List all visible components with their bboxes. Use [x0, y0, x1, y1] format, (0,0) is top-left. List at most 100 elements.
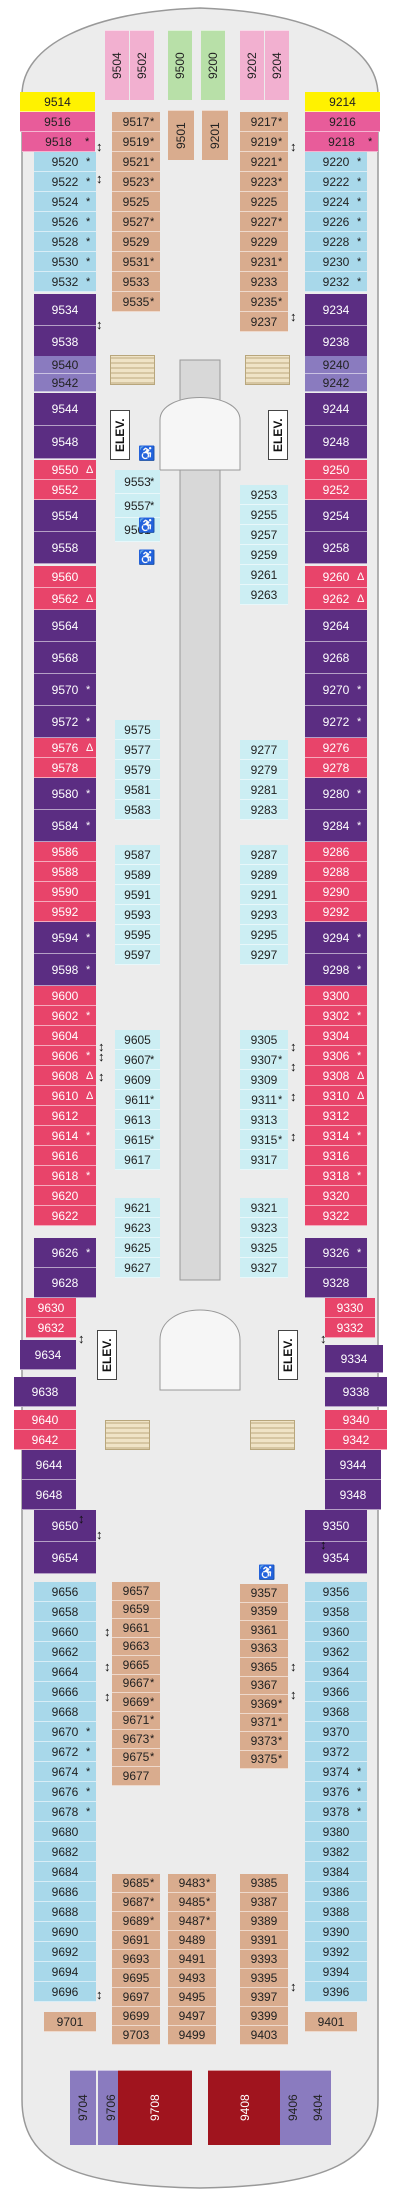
- cabin-9586[interactable]: 9586: [34, 842, 96, 862]
- cabin-9558[interactable]: 9558: [34, 532, 96, 564]
- cabin-9408[interactable]: 9408: [208, 2070, 282, 2145]
- cabin-9483[interactable]: 9483: [168, 1874, 216, 1893]
- cabin-9360[interactable]: 9360: [305, 1622, 367, 1642]
- cabin-9684[interactable]: 9684: [34, 1862, 96, 1882]
- cabin-9501[interactable]: 9501: [168, 110, 194, 160]
- cabin-9362[interactable]: 9362: [305, 1642, 367, 1662]
- cabin-9597[interactable]: 9597: [115, 945, 160, 965]
- cabin-9583[interactable]: 9583: [115, 800, 160, 820]
- cabin-9316[interactable]: 9316: [305, 1146, 367, 1166]
- cabin-9396[interactable]: 9396: [305, 1982, 367, 2002]
- cabin-9395[interactable]: 9395: [240, 1969, 288, 1988]
- cabin-9688[interactable]: 9688: [34, 1902, 96, 1922]
- cabin-9611[interactable]: 9611: [115, 1090, 160, 1110]
- cabin-9663[interactable]: 9663: [112, 1637, 160, 1656]
- cabin-9522[interactable]: 9522: [34, 172, 96, 192]
- cabin-9588[interactable]: 9588: [34, 862, 96, 882]
- cabin-9538[interactable]: 9538: [34, 326, 96, 358]
- cabin-9248[interactable]: 9248: [305, 426, 367, 459]
- cabin-9365[interactable]: 9365: [240, 1658, 288, 1677]
- cabin-9627[interactable]: 9627: [115, 1258, 160, 1278]
- cabin-9493[interactable]: 9493: [168, 1969, 216, 1988]
- cabin-9524[interactable]: 9524: [34, 192, 96, 212]
- cabin-9554[interactable]: 9554: [34, 500, 96, 532]
- cabin-9517[interactable]: 9517: [112, 112, 160, 132]
- cabin-9613[interactable]: 9613: [115, 1110, 160, 1130]
- cabin-9242[interactable]: 9242: [305, 374, 367, 392]
- cabin-9367[interactable]: 9367: [240, 1676, 288, 1695]
- cabin-9318[interactable]: 9318: [305, 1166, 367, 1186]
- cabin-9665[interactable]: 9665: [112, 1656, 160, 1675]
- cabin-9621[interactable]: 9621: [115, 1198, 160, 1218]
- cabin-9342[interactable]: 9342: [325, 1430, 387, 1450]
- cabin-9227[interactable]: 9227: [240, 212, 288, 232]
- cabin-9272[interactable]: 9272: [305, 706, 367, 738]
- cabin-9286[interactable]: 9286: [305, 842, 367, 862]
- cabin-9607[interactable]: 9607: [115, 1050, 160, 1070]
- cabin-9218[interactable]: 9218: [305, 132, 378, 152]
- cabin-9669[interactable]: 9669: [112, 1693, 160, 1712]
- cabin-9315[interactable]: 9315: [240, 1130, 288, 1150]
- cabin-9701[interactable]: 9701: [44, 2012, 96, 2032]
- cabin-9268[interactable]: 9268: [305, 642, 367, 674]
- cabin-9487[interactable]: 9487: [168, 1912, 216, 1931]
- cabin-9666[interactable]: 9666: [34, 1682, 96, 1702]
- cabin-9602[interactable]: 9602: [34, 1006, 96, 1026]
- cabin-9200[interactable]: 9200: [201, 30, 225, 100]
- cabin-9237[interactable]: 9237: [240, 312, 288, 332]
- cabin-9500[interactable]: 9500: [168, 30, 192, 100]
- cabin-9618[interactable]: 9618: [34, 1166, 96, 1186]
- cabin-9270[interactable]: 9270: [305, 674, 367, 706]
- cabin-9570[interactable]: 9570: [34, 674, 96, 706]
- cabin-9382[interactable]: 9382: [305, 1842, 367, 1862]
- cabin-9485[interactable]: 9485: [168, 1893, 216, 1912]
- cabin-9389[interactable]: 9389: [240, 1912, 288, 1931]
- cabin-9404[interactable]: 9404: [305, 2070, 331, 2145]
- cabin-9520[interactable]: 9520: [34, 152, 96, 172]
- cabin-9670[interactable]: 9670: [34, 1722, 96, 1742]
- cabin-9689[interactable]: 9689: [112, 1912, 160, 1931]
- cabin-9384[interactable]: 9384: [305, 1862, 367, 1882]
- cabin-9204[interactable]: 9204: [265, 30, 289, 100]
- cabin-9664[interactable]: 9664: [34, 1662, 96, 1682]
- cabin-9326[interactable]: 9326: [305, 1238, 367, 1268]
- cabin-9598[interactable]: 9598: [34, 954, 96, 986]
- cabin-9391[interactable]: 9391: [240, 1931, 288, 1950]
- cabin-9678[interactable]: 9678: [34, 1802, 96, 1822]
- cabin-9593[interactable]: 9593: [115, 905, 160, 925]
- cabin-9259[interactable]: 9259: [240, 545, 288, 565]
- cabin-9595[interactable]: 9595: [115, 925, 160, 945]
- cabin-9298[interactable]: 9298: [305, 954, 367, 986]
- cabin-9254[interactable]: 9254: [305, 500, 367, 532]
- cabin-9356[interactable]: 9356: [305, 1582, 367, 1602]
- cabin-9311[interactable]: 9311: [240, 1090, 288, 1110]
- cabin-9668[interactable]: 9668: [34, 1702, 96, 1722]
- cabin-9216[interactable]: 9216: [305, 112, 380, 132]
- cabin-9527[interactable]: 9527: [112, 212, 160, 232]
- cabin-9373[interactable]: 9373: [240, 1732, 288, 1751]
- cabin-9644[interactable]: 9644: [22, 1450, 76, 1480]
- cabin-9232[interactable]: 9232: [305, 272, 367, 292]
- cabin-9321[interactable]: 9321: [240, 1198, 288, 1218]
- cabin-9674[interactable]: 9674: [34, 1762, 96, 1782]
- cabin-9235[interactable]: 9235: [240, 292, 288, 312]
- cabin-9648[interactable]: 9648: [22, 1480, 76, 1510]
- cabin-9632[interactable]: 9632: [26, 1318, 76, 1338]
- cabin-9672[interactable]: 9672: [34, 1742, 96, 1762]
- cabin-9697[interactable]: 9697: [112, 1988, 160, 2007]
- cabin-9325[interactable]: 9325: [240, 1238, 288, 1258]
- cabin-9542[interactable]: 9542: [34, 374, 96, 392]
- cabin-9281[interactable]: 9281: [240, 780, 288, 800]
- cabin-9388[interactable]: 9388: [305, 1902, 367, 1922]
- cabin-9600[interactable]: 9600: [34, 986, 96, 1006]
- cabin-9535[interactable]: 9535: [112, 292, 160, 312]
- cabin-9361[interactable]: 9361: [240, 1621, 288, 1640]
- cabin-9531[interactable]: 9531: [112, 252, 160, 272]
- cabin-9376[interactable]: 9376: [305, 1782, 367, 1802]
- cabin-9327[interactable]: 9327: [240, 1258, 288, 1278]
- cabin-9489[interactable]: 9489: [168, 1931, 216, 1950]
- cabin-9579[interactable]: 9579: [115, 760, 160, 780]
- cabin-9330[interactable]: 9330: [325, 1298, 375, 1318]
- cabin-9659[interactable]: 9659: [112, 1600, 160, 1619]
- cabin-9525[interactable]: 9525: [112, 192, 160, 212]
